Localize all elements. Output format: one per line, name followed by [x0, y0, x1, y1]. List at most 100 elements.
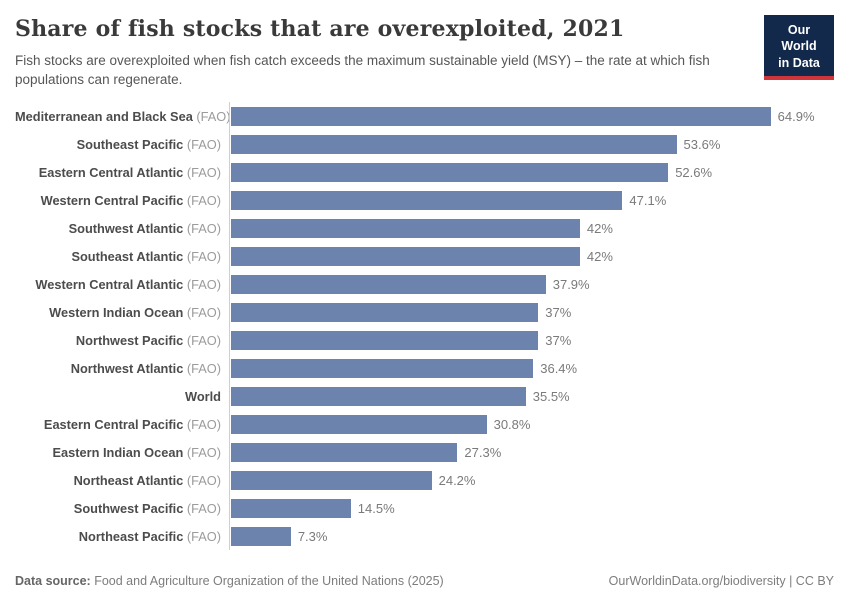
- category-name: Northwest Atlantic: [70, 360, 184, 376]
- category-name: Southeast Pacific: [76, 136, 184, 152]
- bar-row: Eastern Central Atlantic (FAO) 52.6%: [15, 158, 834, 187]
- category-label: Northwest Pacific (FAO): [15, 333, 229, 348]
- bar-track: 30.8%: [229, 410, 834, 439]
- bar-track: 36.4%: [229, 354, 834, 383]
- data-source-text: Food and Agriculture Organization of the…: [90, 574, 444, 588]
- bar[interactable]: [231, 414, 487, 434]
- bar-track: 37%: [229, 298, 834, 327]
- bar-row: Southeast Atlantic (FAO) 42%: [15, 242, 834, 271]
- category-name: Western Indian Ocean: [49, 304, 184, 320]
- category-name: Western Central Atlantic: [35, 276, 184, 292]
- bar-row: Western Indian Ocean (FAO) 37%: [15, 298, 834, 327]
- credit: OurWorldinData.org/biodiversity | CC BY: [608, 574, 834, 588]
- category-source: (FAO): [183, 192, 221, 208]
- bar[interactable]: [231, 330, 539, 350]
- bar-track: 35.5%: [229, 382, 834, 411]
- value-label: 30.8%: [493, 416, 531, 432]
- category-label: Northwest Atlantic (FAO): [15, 361, 229, 376]
- category-label: World: [15, 389, 229, 404]
- category-label: Western Central Atlantic (FAO): [15, 277, 229, 292]
- category-label: Southeast Atlantic (FAO): [15, 249, 229, 264]
- bar[interactable]: [231, 358, 534, 378]
- category-label: Southeast Pacific (FAO): [15, 137, 229, 152]
- category-source: (FAO): [183, 164, 221, 180]
- category-source: (FAO): [183, 528, 221, 544]
- category-source: (FAO): [183, 360, 221, 376]
- bar-row: Northwest Pacific (FAO) 37%: [15, 326, 834, 355]
- bar[interactable]: [231, 274, 546, 294]
- bar-track: 14.5%: [229, 494, 834, 523]
- bar-row: Southwest Atlantic (FAO) 42%: [15, 214, 834, 243]
- category-name: Eastern Indian Ocean: [52, 444, 184, 460]
- category-name: Eastern Central Atlantic: [38, 164, 184, 180]
- owid-logo-line1: Our World: [781, 23, 817, 54]
- bar-row: Northeast Pacific (FAO) 7.3%: [15, 522, 834, 551]
- category-source: (FAO): [183, 500, 221, 516]
- bar-track: 42%: [229, 242, 834, 271]
- category-label: Northeast Atlantic (FAO): [15, 473, 229, 488]
- bar-row: Northwest Atlantic (FAO) 36.4%: [15, 354, 834, 383]
- category-name: Western Central Pacific: [40, 192, 184, 208]
- value-label: 24.2%: [438, 472, 476, 488]
- value-label: 42%: [586, 220, 613, 236]
- category-source: (FAO): [183, 472, 221, 488]
- category-source: (FAO): [183, 136, 221, 152]
- category-name: Southwest Pacific: [73, 500, 184, 516]
- category-label: Eastern Indian Ocean (FAO): [15, 445, 229, 460]
- bar[interactable]: [231, 302, 539, 322]
- category-name: Southeast Atlantic: [71, 248, 184, 264]
- category-name: Northeast Atlantic: [73, 472, 184, 488]
- bar-track: 24.2%: [229, 466, 834, 495]
- bar[interactable]: [231, 134, 677, 154]
- value-label: 37%: [545, 304, 572, 320]
- category-source: (FAO): [183, 276, 221, 292]
- bar-row: Eastern Central Pacific (FAO) 30.8%: [15, 410, 834, 439]
- owid-logo-line2: in Data: [778, 55, 820, 70]
- bar[interactable]: [231, 442, 458, 462]
- bar[interactable]: [231, 386, 526, 406]
- value-label: 37.9%: [552, 276, 590, 292]
- data-source: Data source: Food and Agriculture Organi…: [15, 574, 444, 588]
- value-label: 36.4%: [540, 360, 578, 376]
- bar-track: 53.6%: [229, 130, 834, 159]
- category-name: Northwest Pacific: [75, 332, 184, 348]
- bar[interactable]: [231, 106, 771, 126]
- bar-track: 27.3%: [229, 438, 834, 467]
- category-source: (FAO): [183, 304, 221, 320]
- category-label: Eastern Central Atlantic (FAO): [15, 165, 229, 180]
- bar[interactable]: [231, 218, 580, 238]
- bar[interactable]: [231, 526, 291, 546]
- value-label: 37%: [545, 332, 572, 348]
- category-label: Northeast Pacific (FAO): [15, 529, 229, 544]
- bar[interactable]: [231, 190, 623, 210]
- category-label: Western Central Pacific (FAO): [15, 193, 229, 208]
- data-source-label: Data source:: [15, 574, 91, 588]
- category-label: Southwest Pacific (FAO): [15, 501, 229, 516]
- bar-track: 52.6%: [229, 158, 834, 187]
- bar[interactable]: [231, 498, 351, 518]
- value-label: 47.1%: [629, 192, 667, 208]
- bar-chart: Mediterranean and Black Sea (FAO) 64.9% …: [15, 102, 834, 551]
- category-name: Mediterranean and Black Sea: [15, 108, 193, 124]
- bar-track: 47.1%: [229, 186, 834, 215]
- bar-row: Southeast Pacific (FAO) 53.6%: [15, 130, 834, 159]
- bar[interactable]: [231, 246, 580, 266]
- category-source: (FAO): [183, 444, 221, 460]
- chart-header: Share of fish stocks that are overexploi…: [15, 13, 834, 89]
- category-name: Eastern Central Pacific: [43, 416, 184, 432]
- chart-title: Share of fish stocks that are overexploi…: [15, 16, 625, 42]
- category-source: (FAO): [192, 108, 229, 124]
- category-name: Southwest Atlantic: [68, 220, 184, 236]
- bar-row: Eastern Indian Ocean (FAO) 27.3%: [15, 438, 834, 467]
- bar-track: 7.3%: [229, 522, 834, 551]
- bar-row: Northeast Atlantic (FAO) 24.2%: [15, 466, 834, 495]
- owid-logo: Our World in Data: [764, 15, 834, 80]
- bar[interactable]: [231, 470, 432, 490]
- category-label: Southwest Atlantic (FAO): [15, 221, 229, 236]
- bar-track: 42%: [229, 214, 834, 243]
- bar-track: 37.9%: [229, 270, 834, 299]
- bar-row: Western Central Atlantic (FAO) 37.9%: [15, 270, 834, 299]
- bar[interactable]: [231, 162, 669, 182]
- bar-row: Southwest Pacific (FAO) 14.5%: [15, 494, 834, 523]
